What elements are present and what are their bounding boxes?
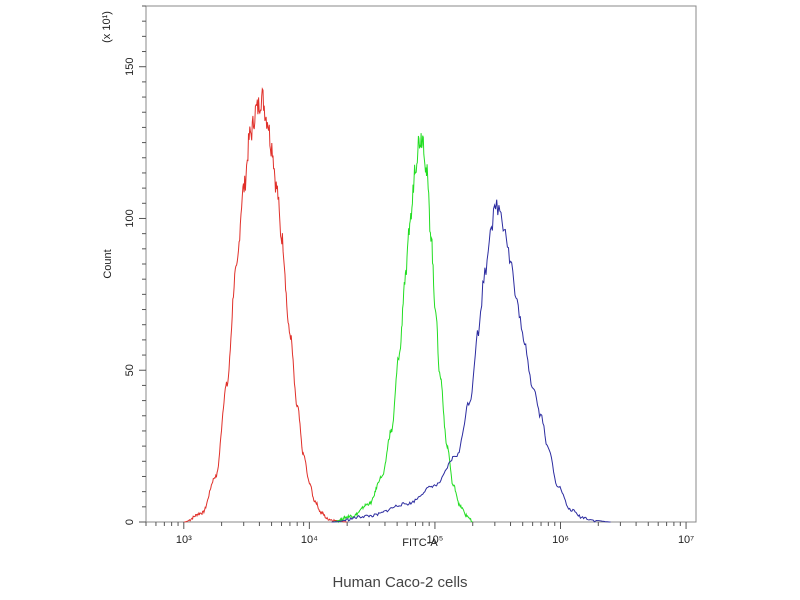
plot-area-frame <box>145 5 697 523</box>
series-line-3 <box>331 199 611 523</box>
series-line-2 <box>331 133 473 524</box>
x-tick-label: 10³ <box>176 534 192 546</box>
y-tick-label: 150 <box>124 58 136 76</box>
y-tick-label: 100 <box>124 209 136 227</box>
x-axis: 10³ 10⁴ 10⁵ 10⁶ 10⁷ <box>145 522 694 546</box>
x-tick-label: 10⁶ <box>552 534 569 546</box>
series-group <box>183 87 611 524</box>
x-tick-label: 10⁴ <box>301 534 318 546</box>
y-tick-label: 0 <box>124 519 136 525</box>
y-multiplier-label: (x 10¹) <box>101 11 113 43</box>
series-line-1 <box>183 87 348 523</box>
y-axis-title: Count <box>102 249 114 278</box>
x-tick-label: 10⁵ <box>427 534 444 546</box>
x-axis-title: FITC-A <box>402 537 438 549</box>
y-axis: 0 50 100 150 <box>124 5 146 525</box>
chart-caption: Human Caco-2 cells <box>332 574 468 591</box>
y-tick-label: 50 <box>124 364 136 376</box>
x-tick-label: 10⁷ <box>678 534 694 546</box>
